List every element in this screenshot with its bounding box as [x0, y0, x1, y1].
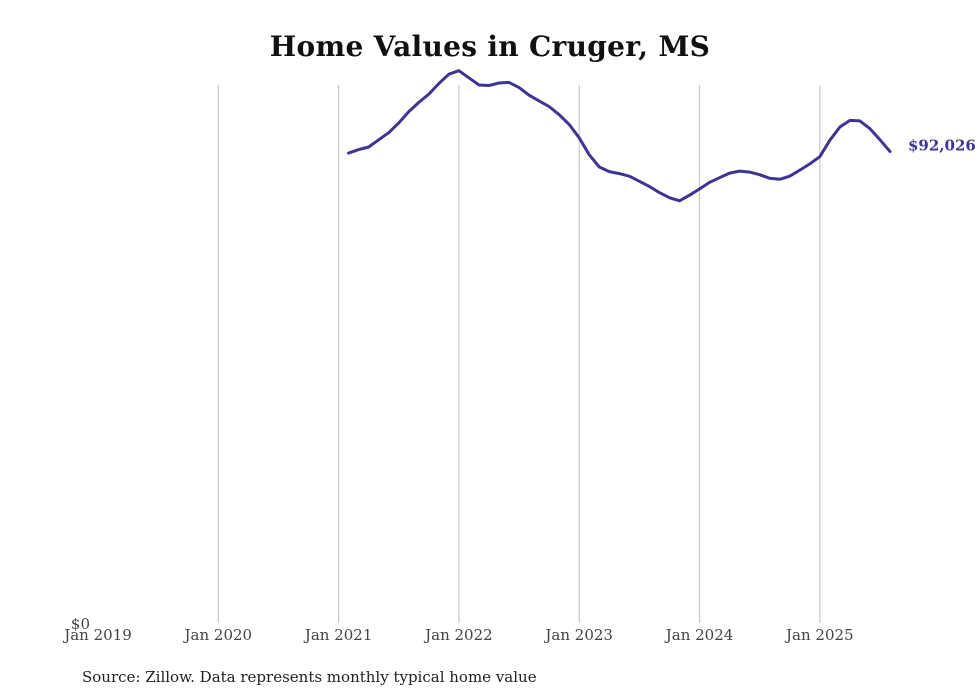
x-tick-label: Jan 2023 — [543, 626, 613, 644]
x-tick-label: Jan 2025 — [784, 626, 854, 644]
x-axis-ticks: Jan 2019 Jan 2020 Jan 2021 Jan 2022 Jan 2023… — [62, 626, 853, 644]
x-tick-label: Jan 2021 — [303, 626, 373, 644]
x-tick-label: Jan 2020 — [183, 626, 253, 644]
y-tick-label: $0 — [71, 615, 90, 633]
x-tick-label: Jan 2019 — [62, 626, 132, 644]
grid-layer — [217, 85, 821, 623]
y-axis-ticks: $0 — [71, 615, 90, 633]
series-layer — [347, 69, 892, 203]
source-note: Source: Zillow. Data represents monthly … — [82, 668, 537, 686]
label-layer: $92,026 — [908, 136, 976, 154]
x-tick-label: Jan 2022 — [423, 626, 493, 644]
x-tick-label: Jan 2024 — [664, 626, 734, 644]
end-value-label: $92,026 — [908, 136, 976, 154]
chart-title: Home Values in Cruger, MS — [269, 30, 711, 63]
series-line-0 — [347, 69, 892, 203]
